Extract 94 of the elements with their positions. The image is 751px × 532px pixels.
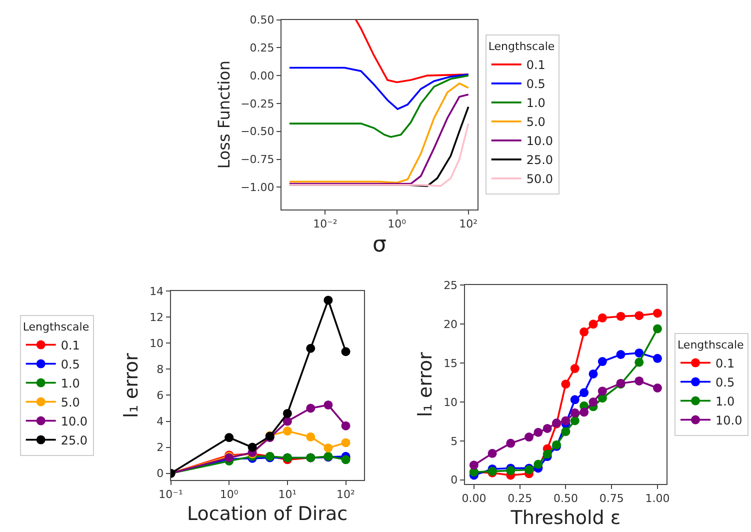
y-tick-label: 0.50: [250, 14, 274, 27]
legend-label: 0.5: [526, 77, 546, 92]
y-axis-title: l₁ error: [414, 352, 436, 417]
legend-label: 1.0: [60, 376, 80, 390]
legend-label: 5.0: [60, 395, 80, 410]
point: [534, 428, 543, 437]
point: [634, 358, 644, 367]
point: [469, 460, 478, 470]
legend-label: 25.0: [526, 153, 554, 168]
x-tick-label: 0.25: [508, 492, 532, 505]
point: [542, 424, 552, 433]
y-tick-label: 2: [156, 441, 164, 454]
point: [652, 383, 662, 392]
y-tick-label: −1.00: [240, 181, 274, 194]
point: [652, 354, 662, 363]
point: [488, 448, 497, 458]
point: [534, 460, 543, 469]
point: [561, 416, 570, 426]
x-axis-title: σ: [372, 232, 387, 258]
point: [634, 348, 644, 358]
y-tick-label: 5: [450, 434, 458, 448]
legend-label: 0.5: [716, 375, 735, 390]
point: [588, 320, 598, 329]
x-tick-label: 10⁻¹: [158, 488, 183, 502]
y-tick-label: 15: [444, 356, 458, 370]
y-tick-label: 0.00: [250, 69, 274, 82]
legend-label: 0.5: [60, 357, 80, 372]
legend-label: 25.0: [60, 433, 88, 448]
legend-label: 0.1: [716, 356, 735, 370]
y-tick-label: 14: [150, 284, 164, 298]
point: [506, 438, 516, 448]
x-tick-label: 10¹: [278, 488, 297, 502]
point: [652, 308, 662, 318]
y-tick-label: 8: [156, 363, 164, 376]
legend-title: Lengthscale: [678, 338, 744, 352]
y-tick-label: 6: [156, 389, 164, 402]
x-tick-label: 1.00: [645, 492, 670, 505]
y-tick-label: −0.25: [240, 97, 274, 110]
y-tick-label: 12: [150, 310, 164, 324]
x-tick-label: 10⁰: [388, 218, 407, 231]
point: [561, 427, 570, 436]
y-tick-label: 25: [444, 279, 458, 292]
point: [506, 466, 516, 476]
legend-title: Lengthscale: [22, 320, 90, 334]
y-tick-label: 10: [150, 337, 164, 350]
point: [570, 364, 580, 374]
point: [598, 313, 607, 322]
y-tick-label: 10: [444, 396, 458, 409]
point: [588, 398, 598, 406]
point: [616, 350, 626, 359]
point: [588, 369, 598, 378]
y-axis-title: Loss Function: [214, 60, 234, 169]
legend-label: 50.0: [526, 172, 554, 186]
point: [598, 386, 607, 396]
legend-label: 1.0: [526, 96, 546, 110]
legend-label: 10.0: [60, 414, 88, 428]
point: [570, 395, 580, 404]
legend-title: Lengthscale: [488, 40, 555, 53]
y-tick-label: 4: [156, 415, 164, 428]
point: [524, 432, 534, 442]
x-axis-title: Threshold ε: [510, 506, 621, 529]
legend-label: 0.1: [60, 338, 80, 352]
x-tick-label: 10²: [336, 488, 355, 502]
x-tick-label: 10⁻²: [313, 218, 338, 231]
point: [580, 327, 589, 336]
legend-label: 0.1: [526, 58, 546, 72]
y-tick-label: 0.25: [250, 42, 274, 55]
point: [652, 324, 662, 334]
y-tick-label: −0.50: [240, 125, 274, 138]
y-tick-label: −0.75: [240, 153, 274, 166]
legend-label: 1.0: [716, 394, 735, 408]
x-tick-label: 10²: [459, 218, 478, 231]
y-tick-label: 0: [450, 474, 458, 487]
point: [634, 376, 644, 386]
x-tick-label: 0.75: [599, 492, 624, 505]
x-tick-label: 0.50: [553, 492, 578, 505]
x-tick-label: 0.00: [462, 492, 486, 505]
legend-label: 10.0: [526, 134, 554, 148]
point: [561, 380, 570, 389]
y-tick-label: 0: [156, 467, 164, 480]
point: [580, 408, 589, 417]
point: [598, 357, 607, 366]
point: [570, 416, 580, 426]
x-tick-label: 10⁰: [220, 488, 239, 502]
point: [580, 388, 589, 398]
y-tick-label: 20: [444, 318, 458, 331]
point: [570, 408, 580, 418]
legend-label: 5.0: [526, 115, 546, 130]
y-axis-title: l₁ error: [120, 352, 142, 418]
point: [634, 311, 644, 320]
point: [616, 312, 626, 321]
x-axis-title: Location of Dirac: [187, 502, 348, 525]
point: [542, 450, 552, 459]
legend-label: 10.0: [716, 413, 742, 428]
